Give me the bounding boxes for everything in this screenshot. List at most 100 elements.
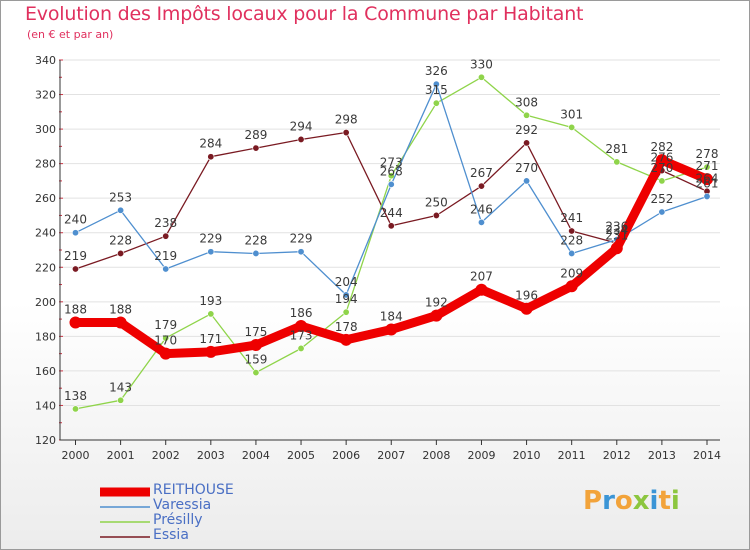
- data-label-essia: 234: [605, 223, 628, 237]
- x-tick-label: 2012: [603, 449, 631, 462]
- data-point-presilly: [432, 99, 440, 107]
- data-point-essia: [477, 182, 485, 190]
- data-label-varessia: 252: [650, 192, 673, 206]
- data-point-presilly: [297, 344, 305, 352]
- logo-letter: i: [649, 486, 659, 516]
- data-point-reithouse: [385, 323, 398, 336]
- data-label-varessia: 326: [425, 64, 448, 78]
- data-label-essia: 219: [64, 249, 87, 263]
- data-label-presilly: 270: [650, 161, 673, 175]
- data-point-reithouse: [249, 339, 262, 351]
- data-point-presilly: [477, 73, 485, 81]
- y-tick-label: 240: [35, 227, 56, 240]
- y-tick-label: 300: [35, 123, 56, 136]
- data-point-varessia: [477, 218, 485, 226]
- data-label-presilly: 301: [560, 107, 583, 121]
- data-point-reithouse: [655, 154, 668, 167]
- data-label-presilly: 179: [154, 318, 177, 332]
- data-point-varessia: [523, 177, 531, 185]
- data-point-varessia: [162, 265, 170, 273]
- data-point-presilly: [342, 308, 350, 316]
- logo-letter: t: [658, 486, 671, 516]
- data-label-reithouse: 192: [425, 296, 448, 310]
- data-label-essia: 250: [425, 195, 448, 209]
- data-point-reithouse: [430, 309, 443, 322]
- data-label-essia: 284: [199, 137, 222, 151]
- legend-swatch-varessia: [100, 506, 150, 508]
- data-point-reithouse: [295, 320, 308, 332]
- data-point-presilly: [117, 396, 125, 404]
- data-point-presilly: [387, 172, 395, 180]
- data-point-essia: [387, 222, 395, 230]
- data-label-varessia: 228: [560, 233, 583, 247]
- data-label-reithouse: 184: [380, 309, 403, 323]
- data-point-presilly: [252, 369, 260, 377]
- data-label-reithouse: 196: [515, 289, 538, 303]
- data-point-essia: [252, 144, 260, 152]
- data-label-presilly: 273: [380, 156, 403, 170]
- data-label-reithouse: 282: [650, 140, 673, 154]
- data-label-presilly: 138: [64, 389, 87, 403]
- data-point-varessia: [207, 248, 215, 256]
- data-point-reithouse: [475, 283, 488, 296]
- y-tick-label: 340: [35, 54, 56, 67]
- data-label-reithouse: 271: [696, 159, 719, 173]
- x-tick-label: 2004: [242, 449, 270, 462]
- y-tick-label: 260: [35, 192, 56, 205]
- data-label-presilly: 193: [199, 294, 222, 308]
- legend-label-essia: Essia: [153, 527, 189, 543]
- proxiti-logo: Proxiti: [583, 486, 680, 516]
- data-label-reithouse: 170: [154, 334, 177, 348]
- x-tick-label: 2014: [693, 449, 721, 462]
- data-label-presilly: 278: [696, 147, 719, 161]
- data-label-reithouse: 207: [470, 270, 493, 284]
- data-label-essia: 292: [515, 123, 538, 137]
- series-line-presilly: [74, 76, 708, 410]
- data-label-essia: 244: [380, 206, 403, 220]
- data-point-essia: [568, 227, 576, 235]
- data-label-presilly: 159: [244, 353, 267, 367]
- y-tick-label: 280: [35, 158, 56, 171]
- data-label-essia: 228: [109, 233, 132, 247]
- x-tick-label: 2008: [422, 449, 450, 462]
- x-tick-label: 2000: [62, 449, 90, 462]
- data-label-essia: 238: [154, 216, 177, 230]
- chart-title: Evolution des Impôts locaux pour la Comm…: [25, 3, 584, 25]
- x-tick-label: 2007: [377, 449, 405, 462]
- data-label-presilly: 173: [290, 328, 313, 342]
- data-point-reithouse: [69, 316, 82, 329]
- y-tick-label: 320: [35, 89, 56, 102]
- data-label-presilly: 315: [425, 83, 448, 97]
- data-point-varessia: [432, 80, 440, 88]
- legend-label-presilly: Présilly: [153, 512, 203, 528]
- data-label-reithouse: 186: [290, 306, 313, 320]
- y-tick-label: 200: [35, 296, 56, 309]
- data-label-reithouse: 178: [335, 320, 358, 334]
- data-point-varessia: [297, 248, 305, 256]
- data-label-essia: 289: [244, 128, 267, 142]
- data-label-presilly: 281: [605, 142, 628, 156]
- data-label-essia: 276: [650, 151, 673, 165]
- data-point-essia: [117, 249, 125, 257]
- legend-swatch-reithouse: [100, 487, 150, 497]
- data-point-essia: [342, 129, 350, 137]
- data-label-reithouse: 209: [560, 266, 583, 280]
- data-label-varessia: 246: [470, 202, 493, 216]
- y-tick-label: 140: [35, 399, 56, 412]
- data-label-varessia: 268: [380, 164, 403, 178]
- y-tick-label: 220: [35, 261, 56, 274]
- data-point-varessia: [387, 180, 395, 188]
- logo-letter: P: [583, 486, 603, 516]
- x-tick-label: 2006: [332, 449, 360, 462]
- data-label-varessia: 229: [290, 232, 313, 246]
- data-point-presilly: [162, 334, 170, 342]
- data-label-reithouse: 175: [244, 325, 267, 339]
- data-label-reithouse: 188: [109, 303, 132, 317]
- x-tick-label: 2010: [513, 449, 541, 462]
- data-point-essia: [523, 139, 531, 147]
- data-label-essia: 241: [560, 211, 583, 225]
- data-label-presilly: 308: [515, 95, 538, 109]
- y-tick-label: 120: [35, 434, 56, 447]
- x-tick-label: 2013: [648, 449, 676, 462]
